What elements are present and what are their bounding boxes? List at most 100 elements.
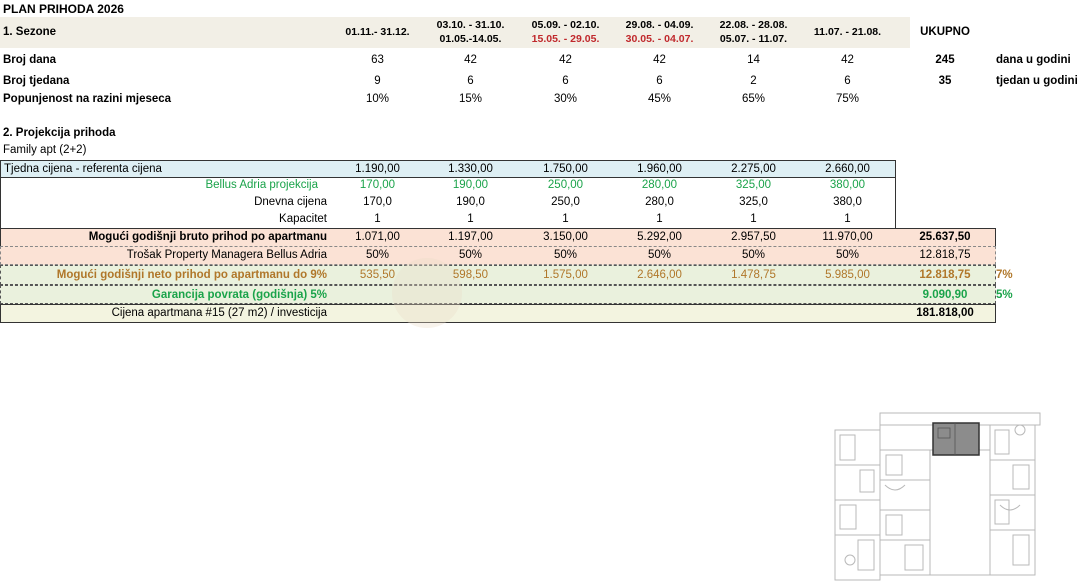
row-label: Trošak Property Managera Bellus Adria bbox=[126, 249, 327, 261]
total-cell: 245 bbox=[935, 54, 955, 66]
cell: 380,00 bbox=[829, 179, 866, 191]
period-1-line1: 01.11.- 31.12. bbox=[345, 26, 410, 38]
unit-cell: dana u godini bbox=[996, 54, 1071, 66]
cell: 325,0 bbox=[739, 196, 768, 208]
row-gross-income: Mogući godišnji bruto prihod po apartman… bbox=[0, 229, 1000, 246]
row-bg-net bbox=[0, 265, 996, 285]
cell: 380,0 bbox=[833, 196, 862, 208]
cell: 1 bbox=[750, 213, 757, 225]
row-bg-weekly bbox=[0, 160, 896, 178]
row-investment: Cijena apartmana #15 (27 m2) / investici… bbox=[0, 305, 1000, 322]
cell: 2.957,50 bbox=[731, 231, 776, 243]
total-cell: 181.818,00 bbox=[916, 307, 974, 319]
row-net-income: Mogući godišnji neto prihod po apartmanu… bbox=[0, 267, 1082, 284]
unit-cell: tjedan u godini bbox=[996, 75, 1078, 87]
cell: 42 bbox=[841, 54, 854, 66]
cell: 280,0 bbox=[645, 196, 674, 208]
period-5-line2: 05.07. - 11.07. bbox=[719, 33, 788, 45]
cell: 50% bbox=[553, 249, 578, 261]
cell: 1 bbox=[844, 213, 851, 225]
period-2-line1: 03.10. - 31.10. bbox=[436, 19, 505, 31]
row-bg-guarantee bbox=[0, 285, 996, 304]
row-bg-investment bbox=[0, 304, 996, 323]
cell: 11.970,00 bbox=[822, 231, 873, 243]
cell: 50% bbox=[835, 249, 860, 261]
section-2-label: 2. Projekcija prihoda bbox=[3, 127, 116, 139]
cell: 170,0 bbox=[363, 196, 392, 208]
period-4-line1: 29.08. - 04.09. bbox=[625, 19, 694, 31]
row-label: Mogući godišnji neto prihod po apartmanu… bbox=[56, 269, 327, 281]
cell: 5.985,00 bbox=[825, 269, 870, 281]
cell: 42 bbox=[559, 54, 572, 66]
cell: 6 bbox=[656, 75, 663, 87]
cell: 50% bbox=[647, 249, 672, 261]
cell: 535,50 bbox=[359, 269, 396, 281]
period-2-line2: 01.05.-14.05. bbox=[439, 33, 502, 45]
page-title: PLAN PRIHODA 2026 bbox=[3, 2, 124, 16]
cell: 2.275,00 bbox=[731, 163, 776, 175]
floor-plan-image bbox=[834, 412, 1041, 581]
cell: 50% bbox=[458, 249, 483, 261]
row-guarantee: Garancija povrata (godišnja) 5% 9.090,90… bbox=[0, 287, 1082, 304]
cell: 6 bbox=[562, 75, 569, 87]
cell: 250,0 bbox=[551, 196, 580, 208]
row-broj-tjedana: Broj tjedana 9 6 6 6 2 6 35 tjedan u god… bbox=[0, 73, 1082, 90]
cell: 280,00 bbox=[641, 179, 678, 191]
cell: 30% bbox=[553, 93, 578, 105]
row-label: Cijena apartmana #15 (27 m2) / investici… bbox=[111, 307, 327, 319]
cell: 325,00 bbox=[735, 179, 772, 191]
cell: 45% bbox=[647, 93, 672, 105]
row-broj-dana: Broj dana 63 42 42 42 14 42 245 dana u g… bbox=[0, 52, 1082, 69]
percent-cell: 7% bbox=[996, 269, 1013, 281]
cell: 2.660,00 bbox=[825, 163, 870, 175]
cell: 5.292,00 bbox=[637, 231, 682, 243]
row-label: Broj dana bbox=[3, 54, 57, 66]
total-cell: 12.818,75 bbox=[919, 249, 971, 261]
row-label: Kapacitet bbox=[279, 213, 327, 225]
row-label: Tjedna cijena - referenta cijena bbox=[4, 163, 162, 175]
period-3-line1: 05.09. - 02.10. bbox=[531, 19, 600, 31]
cell: 50% bbox=[365, 249, 390, 261]
row-pm-cost: Trošak Property Managera Bellus Adria 50… bbox=[0, 247, 1000, 264]
percent-cell: 5% bbox=[996, 289, 1013, 301]
row-label: Popunjenost na razini mjeseca bbox=[3, 93, 172, 105]
row-label: Mogući godišnji bruto prihod po apartman… bbox=[88, 231, 327, 243]
total-header: UKUPNO bbox=[920, 26, 970, 38]
cell: 1.330,00 bbox=[448, 163, 493, 175]
row-weekly-price: Tjedna cijena - referenta cijena 1.190,0… bbox=[0, 161, 1000, 178]
cell: 1.750,00 bbox=[543, 163, 588, 175]
cell: 598,50 bbox=[452, 269, 489, 281]
row-label: Bellus Adria projekcija bbox=[205, 179, 318, 191]
cell: 50% bbox=[741, 249, 766, 261]
total-cell: 12.818,75 bbox=[919, 269, 971, 281]
cell: 1 bbox=[467, 213, 474, 225]
cell: 2 bbox=[750, 75, 757, 87]
highlighted-apartment bbox=[932, 422, 980, 456]
row-capacity: Kapacitet 1 1 1 1 1 1 bbox=[0, 211, 1000, 228]
watermark-logo bbox=[392, 258, 462, 328]
period-5-line1: 22.08. - 28.08. bbox=[719, 19, 788, 31]
cell: 14 bbox=[747, 54, 760, 66]
cell: 1 bbox=[562, 213, 569, 225]
cell: 190,00 bbox=[452, 179, 489, 191]
cell: 250,00 bbox=[547, 179, 584, 191]
cell: 1.071,00 bbox=[355, 231, 400, 243]
apartment-type-label: Family apt (2+2) bbox=[3, 144, 87, 156]
row-bg-pm-cost bbox=[0, 246, 996, 265]
total-cell: 35 bbox=[938, 75, 952, 87]
cell: 42 bbox=[464, 54, 477, 66]
cell: 65% bbox=[741, 93, 766, 105]
row-daily-price: Dnevna cijena 170,0 190,0 250,0 280,0 32… bbox=[0, 194, 1000, 211]
row-bellus-projection: Bellus Adria projekcija 170,00 190,00 25… bbox=[0, 177, 1000, 194]
row-label: Garancija povrata (godišnja) 5% bbox=[151, 289, 327, 301]
cell: 10% bbox=[365, 93, 390, 105]
cell: 42 bbox=[653, 54, 666, 66]
row-label: Dnevna cijena bbox=[254, 196, 327, 208]
period-4-line2: 30.05. - 04.07. bbox=[625, 33, 694, 45]
period-3-line2: 15.05. - 29.05. bbox=[531, 33, 600, 45]
cell: 6 bbox=[467, 75, 474, 87]
row-bg-block bbox=[0, 177, 896, 229]
cell: 1 bbox=[656, 213, 663, 225]
total-cell: 25.637,50 bbox=[919, 231, 971, 243]
row-popunjenost: Popunjenost na razini mjeseca 10% 15% 30… bbox=[0, 91, 1082, 108]
